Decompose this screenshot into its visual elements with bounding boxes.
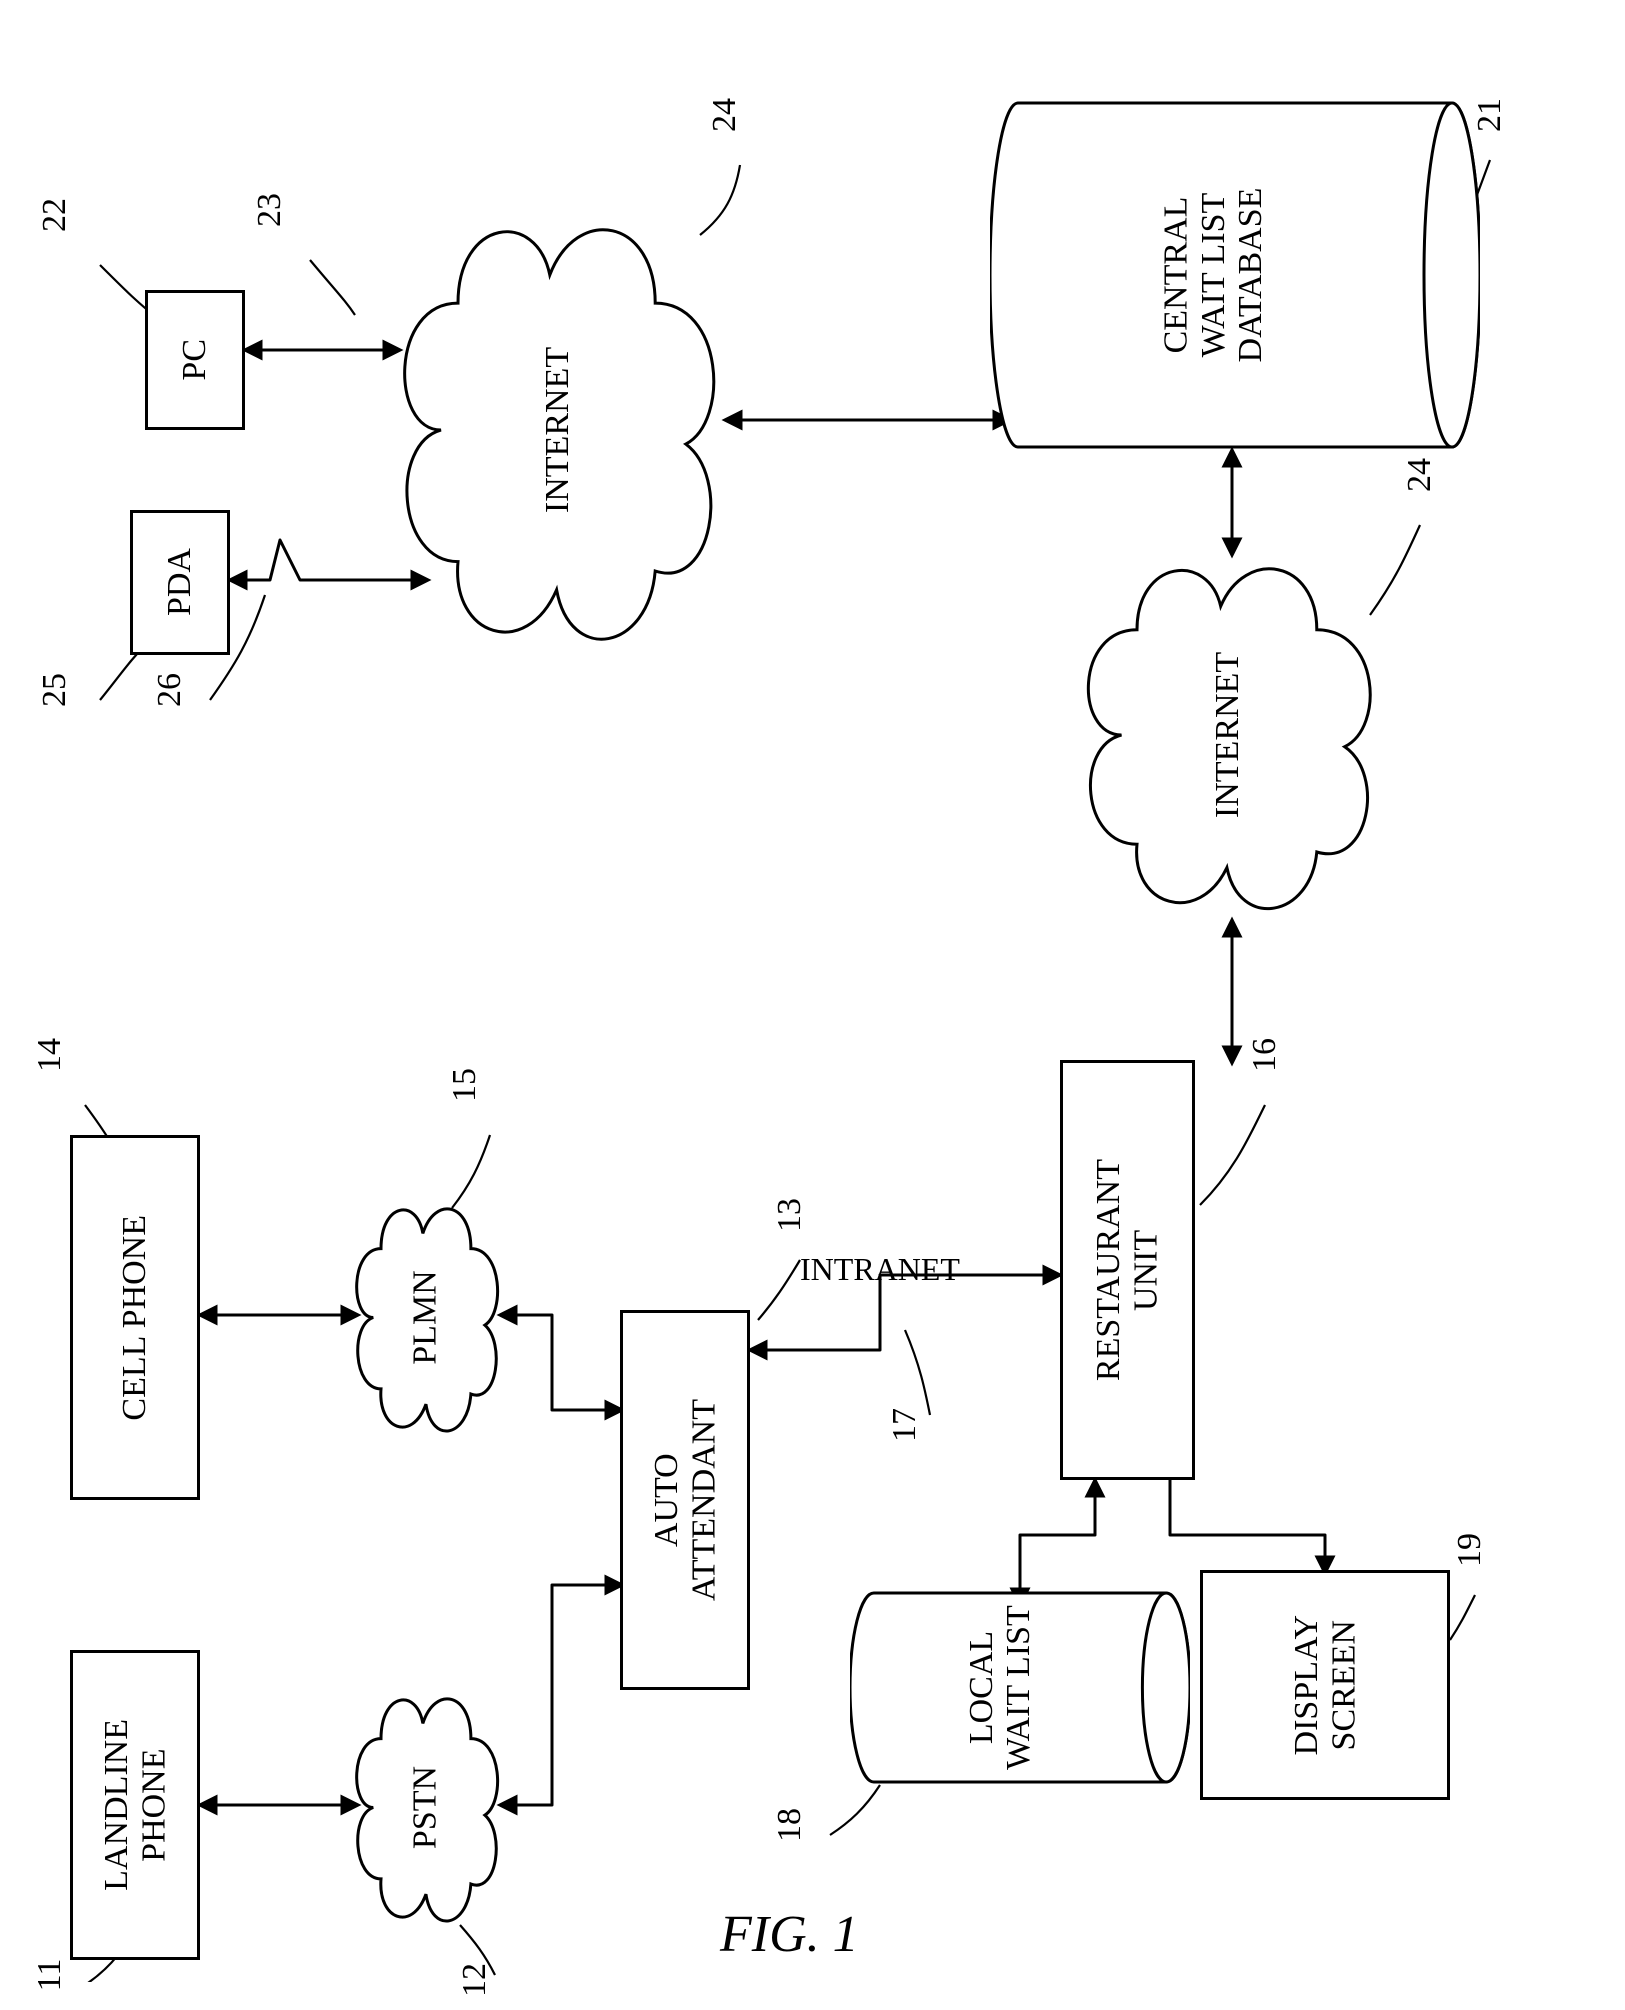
figure-caption: FIG. 1 — [720, 1905, 859, 1964]
connector-auto_attendant-restaurant_unit — [750, 1275, 1060, 1350]
node-restaurant_unit-label: RESTAURANT UNIT — [1090, 1159, 1165, 1381]
node-restaurant_unit: RESTAURANT UNIT — [1060, 1060, 1195, 1480]
node-pc-label: PC — [176, 339, 213, 381]
lead-line-19 — [1450, 1595, 1475, 1640]
node-local_wait_list: LOCALWAIT LIST — [850, 1590, 1190, 1785]
lead-14: 14 — [33, 1025, 67, 1085]
lead-19: 19 — [1453, 1520, 1487, 1580]
connector-pstn-auto_attendant — [500, 1585, 622, 1805]
lead-23: 23 — [253, 180, 287, 240]
node-pda: PDA — [130, 510, 230, 655]
node-auto_attendant: AUTO ATTENDANT — [620, 1310, 750, 1690]
lead-18: 18 — [773, 1795, 807, 1855]
node-central_db-label: CENTRALWAIT LISTDATABASE — [1157, 188, 1269, 363]
node-cell_phone: CELL PHONE — [70, 1135, 200, 1500]
lead-17: 17 — [888, 1395, 922, 1455]
lead-11: 11 — [33, 1945, 67, 2005]
node-pda-label: PDA — [161, 548, 198, 616]
node-landline_phone-label: LANDLINE PHONE — [98, 1719, 173, 1891]
node-internet_right: INTERNET — [1075, 540, 1385, 930]
connector-restaurant_unit-display_screen — [1170, 1480, 1325, 1573]
node-central_db: CENTRALWAIT LISTDATABASE — [990, 100, 1480, 450]
node-internet_left-label: INTERNET — [539, 347, 576, 513]
lead-line-13 — [758, 1260, 800, 1320]
lead-26: 26 — [153, 660, 187, 720]
lead-15: 15 — [448, 1055, 482, 1115]
node-pstn: PSTN — [350, 1680, 505, 1935]
node-pc: PC — [145, 290, 245, 430]
connector-plmn-auto_attendant — [500, 1315, 622, 1410]
node-landline_phone: LANDLINE PHONE — [70, 1650, 200, 1960]
lead-line-23 — [310, 260, 355, 315]
connector-label: INTRANET — [800, 1251, 960, 1287]
lead-24: 24 — [708, 85, 742, 145]
lead-line-16 — [1200, 1105, 1265, 1205]
lead-13: 13 — [773, 1185, 807, 1245]
figure-1-diagram: INTRANET PC PDA INTERNET CENTRALWAIT LISTDAT… — [0, 0, 1625, 1982]
node-pstn-label: PSTN — [406, 1766, 443, 1849]
lead-25: 25 — [38, 660, 72, 720]
lead-line-18 — [830, 1785, 880, 1835]
node-plmn-label: PLMN — [406, 1270, 443, 1364]
lead-21: 21 — [1473, 85, 1507, 145]
node-display_screen: DISPLAY SCREEN — [1200, 1570, 1450, 1800]
connector-restaurant_unit-local_wait_list — [1020, 1480, 1095, 1605]
node-cell_phone-label: CELL PHONE — [116, 1215, 153, 1421]
lead-16: 16 — [1248, 1025, 1282, 1085]
node-auto_attendant-label: AUTO ATTENDANT — [648, 1399, 723, 1601]
lead-24: 24 — [1403, 445, 1437, 505]
node-internet_right-label: INTERNET — [1209, 652, 1246, 818]
lead-22: 22 — [38, 185, 72, 245]
node-display_screen-label: DISPLAY SCREEN — [1288, 1615, 1363, 1755]
node-plmn: PLMN — [350, 1190, 505, 1445]
lead-12: 12 — [458, 1950, 492, 2010]
node-internet_left: INTERNET — [390, 195, 730, 665]
